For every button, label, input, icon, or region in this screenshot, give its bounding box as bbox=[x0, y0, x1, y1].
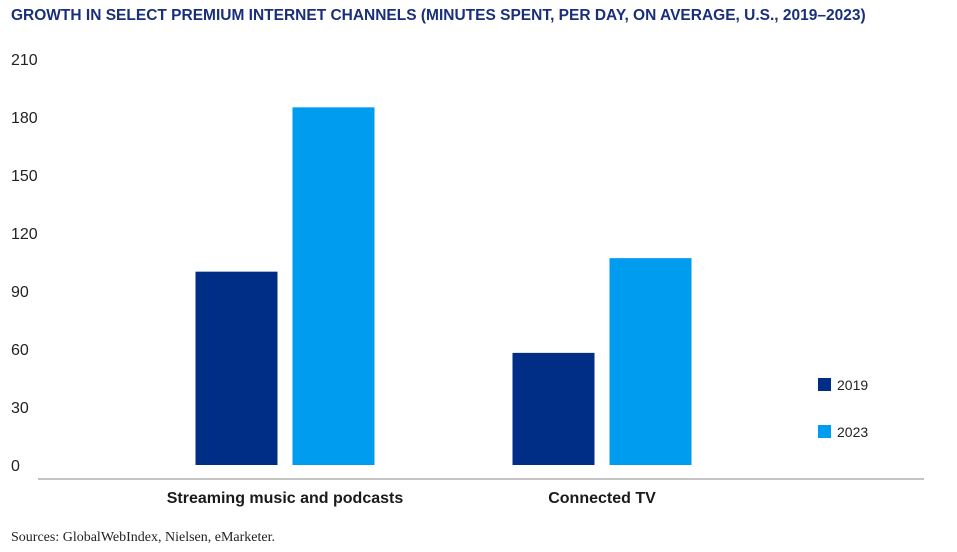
x-axis: Streaming music and podcasts Connected TV bbox=[167, 490, 656, 507]
bars bbox=[195, 107, 692, 465]
source-note: Sources: GlobalWebIndex, Nielsen, eMarke… bbox=[11, 530, 276, 545]
y-tick-label-90: 90 bbox=[11, 284, 29, 301]
y-tick-label-150: 150 bbox=[11, 168, 38, 185]
bar-2023-streaming-music-and-podcasts bbox=[292, 107, 375, 465]
y-tick-label-60: 60 bbox=[11, 342, 29, 359]
y-tick-label-210: 210 bbox=[11, 52, 38, 69]
chart-title: GROWTH IN SELECT PREMIUM INTERNET CHANNE… bbox=[11, 7, 866, 24]
legend-swatch-2019 bbox=[818, 378, 831, 391]
y-tick-label-0: 0 bbox=[11, 458, 20, 475]
bar-2023-connected-tv bbox=[609, 258, 692, 465]
x-category-label-connected-tv: Connected TV bbox=[548, 490, 656, 507]
bar-2019-streaming-music-and-podcasts bbox=[195, 271, 278, 465]
legend-label-2023: 2023 bbox=[837, 424, 868, 440]
y-tick-label-180: 180 bbox=[11, 110, 38, 127]
legend-swatch-2023 bbox=[818, 425, 831, 438]
legend: 2019 2023 bbox=[818, 377, 868, 440]
y-axis: 0 30 60 90 120 150 180 210 bbox=[11, 52, 38, 475]
y-tick-label-120: 120 bbox=[11, 226, 38, 243]
bar-2019-connected-tv bbox=[512, 352, 595, 465]
x-category-label-streaming-music-and-podcasts: Streaming music and podcasts bbox=[167, 490, 404, 507]
y-tick-label-30: 30 bbox=[11, 400, 29, 417]
legend-label-2019: 2019 bbox=[837, 377, 868, 393]
